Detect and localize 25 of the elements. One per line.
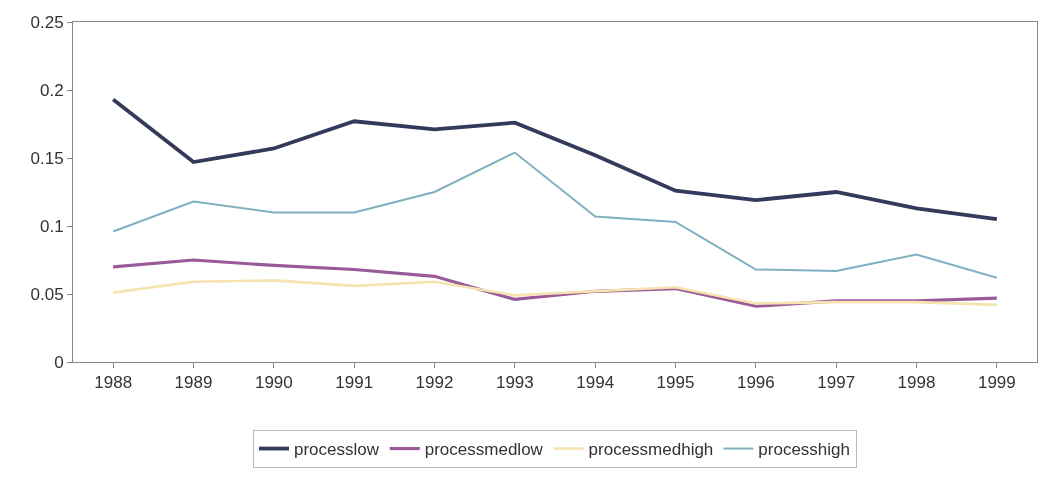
x-tick-label: 1988 — [94, 373, 133, 393]
x-tick-label: 1990 — [254, 373, 293, 393]
legend-label: processhigh — [758, 440, 850, 460]
x-tick-label: 1996 — [736, 373, 775, 393]
x-tick-label: 1993 — [495, 373, 534, 393]
x-tick-label: 1994 — [576, 373, 615, 393]
y-tick-label: 0.15 — [30, 148, 64, 168]
x-tick-label: 1989 — [174, 373, 213, 393]
y-tick-label: 0.1 — [39, 216, 64, 236]
line-series — [111, 97, 999, 222]
x-tick-label: 1995 — [656, 373, 695, 393]
y-tick-label: 0.25 — [30, 12, 64, 32]
y-tick-label: 0 — [54, 352, 64, 372]
x-tick-label: 1991 — [335, 373, 374, 393]
legend-label: processlow — [294, 440, 380, 460]
legend-label: processmedhigh — [588, 440, 714, 460]
x-tick-label: 1992 — [415, 373, 454, 393]
y-tick-label: 0.05 — [30, 284, 64, 304]
x-tick-label: 1998 — [897, 373, 936, 393]
line-series — [111, 279, 999, 307]
y-tick-label: 0.2 — [39, 80, 64, 100]
legend-label: processmedlow — [424, 440, 544, 460]
line-series — [112, 151, 998, 279]
x-tick-label: 1999 — [977, 373, 1016, 393]
x-tick-label: 1997 — [817, 373, 856, 393]
